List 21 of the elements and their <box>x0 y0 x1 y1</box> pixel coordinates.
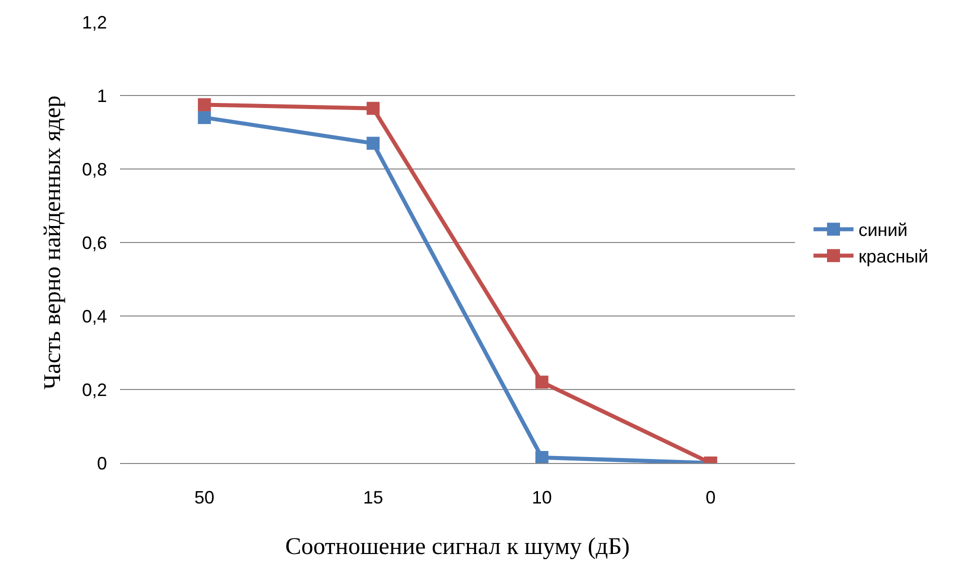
point <box>535 450 548 463</box>
legend-label: синий <box>858 220 908 240</box>
point <box>198 111 211 124</box>
x-tick-label: 0 <box>706 488 716 508</box>
point <box>366 102 380 115</box>
point <box>198 98 211 112</box>
y-tick-label: 0,4 <box>82 306 107 326</box>
y-tick-label: 0,8 <box>82 159 107 180</box>
x-axis-title: Соотношение сигнал к шуму (дБ) <box>285 534 630 560</box>
y-tick-label: 0,2 <box>82 380 107 400</box>
y-axis-title: Часть верно найденных ядер <box>40 96 66 390</box>
y-tick-label: 1,2 <box>82 12 107 32</box>
point <box>366 136 380 150</box>
point <box>535 376 548 389</box>
y-tick-label: 0 <box>96 453 107 474</box>
y-tick-label: 1 <box>96 86 107 106</box>
y-tick-label: 0,6 <box>82 232 107 253</box>
x-tick-label: 10 <box>532 488 552 508</box>
x-tick-label: 50 <box>194 488 214 508</box>
x-tick-label: 15 <box>363 488 384 508</box>
legend-label: красный <box>858 246 928 267</box>
